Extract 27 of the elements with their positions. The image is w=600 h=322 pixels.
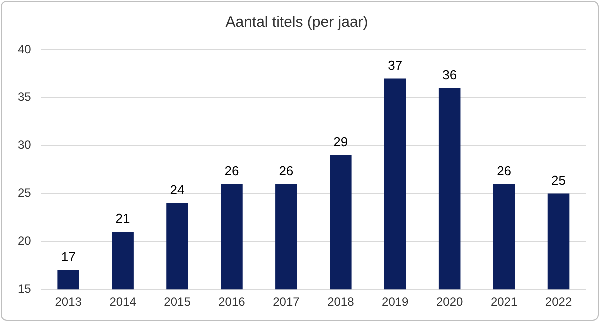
y-tick-label: 20: [18, 234, 32, 248]
data-label: 37: [388, 58, 403, 73]
y-tick-label: 40: [18, 42, 32, 56]
data-label: 25: [552, 172, 566, 188]
y-tick-label: 15: [18, 282, 32, 296]
y-tick-label: 25: [18, 186, 32, 200]
x-tick-label: 2015: [164, 295, 192, 310]
y-tick-label: 30: [18, 138, 32, 152]
x-tick-label: 2016: [218, 295, 246, 310]
x-tick-label: 2013: [55, 295, 82, 310]
chart-title: Aantal titels (per jaar): [226, 14, 368, 32]
y-tick-label: 35: [18, 90, 32, 104]
x-tick-label: 2019: [382, 295, 410, 310]
x-tick-label: 2020: [436, 295, 464, 310]
data-label: 24: [170, 182, 185, 198]
data-label: 29: [334, 134, 348, 150]
x-tick-label: 2018: [328, 295, 355, 310]
data-label: 26: [224, 163, 240, 178]
data-label: 26: [279, 163, 294, 178]
x-tick-label: 2021: [490, 295, 518, 310]
data-label: 21: [116, 211, 130, 226]
data-label: 17: [61, 250, 76, 265]
data-label: 36: [442, 67, 458, 82]
x-tick-label: 2017: [273, 295, 300, 310]
data-label: 26: [497, 163, 512, 178]
x-tick-label: 2014: [110, 295, 137, 310]
x-tick-label: 2022: [545, 295, 572, 310]
